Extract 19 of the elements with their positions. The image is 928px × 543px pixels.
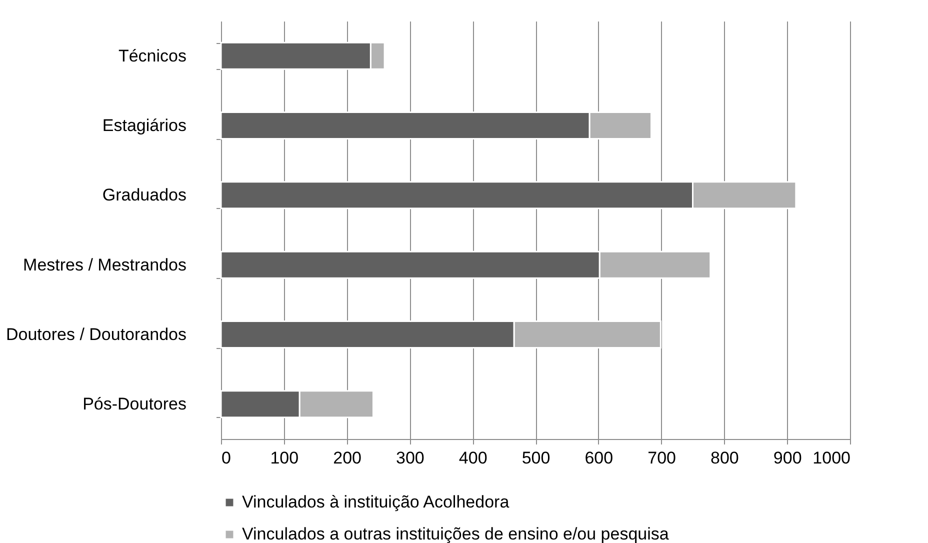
x-tick-label: 600	[584, 448, 614, 468]
y-tick-label: Doutores / Doutorandos	[6, 325, 186, 344]
y-tick-label: Pós-Doutores	[82, 394, 186, 414]
x-tick-label: 900	[773, 448, 802, 468]
y-tick-label: Estagiários	[102, 116, 186, 135]
x-tick-label: 300	[396, 448, 424, 468]
x-tick-label: 1000	[812, 448, 850, 468]
y-tick-label: Técnicos	[118, 46, 186, 66]
x-tick-label: 0	[222, 448, 231, 468]
x-tick-label: 500	[522, 448, 550, 468]
legend-label: Vinculados a outras instituições de ensino e/ou pesquisa	[242, 524, 670, 543]
y-tick-label: Mestres / Mestrandos	[23, 255, 186, 274]
x-tick-label: 100	[270, 448, 299, 468]
legend-label: Vinculados à instituição Acolhedora	[242, 492, 510, 512]
y-tick-label: Graduados	[102, 186, 186, 205]
x-tick-label: 800	[710, 448, 739, 468]
x-tick-label: 400	[458, 448, 488, 468]
x-tick-label: 700	[648, 448, 676, 468]
x-tick-label: 200	[333, 448, 362, 468]
